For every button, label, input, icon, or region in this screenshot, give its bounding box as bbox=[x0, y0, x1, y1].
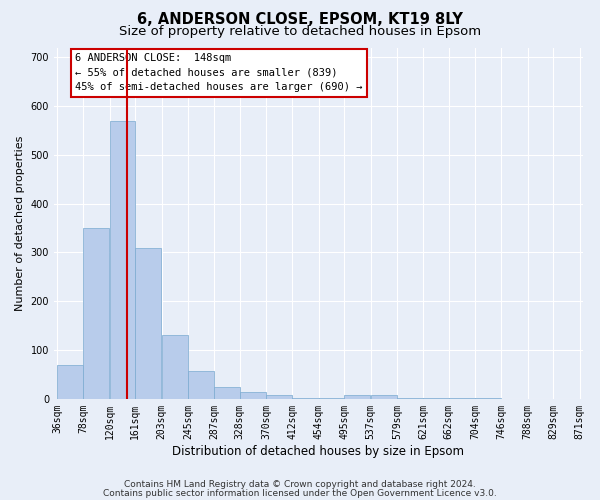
Text: Contains public sector information licensed under the Open Government Licence v3: Contains public sector information licen… bbox=[103, 488, 497, 498]
Bar bbox=[344, 396, 370, 399]
Bar bbox=[161, 336, 188, 399]
Text: 6, ANDERSON CLOSE, EPSOM, KT19 8LY: 6, ANDERSON CLOSE, EPSOM, KT19 8LY bbox=[137, 12, 463, 28]
Bar bbox=[83, 228, 109, 399]
Bar bbox=[240, 392, 266, 399]
Text: Contains HM Land Registry data © Crown copyright and database right 2024.: Contains HM Land Registry data © Crown c… bbox=[124, 480, 476, 489]
Bar bbox=[397, 398, 423, 399]
Y-axis label: Number of detached properties: Number of detached properties bbox=[15, 136, 25, 311]
X-axis label: Distribution of detached houses by size in Epsom: Distribution of detached houses by size … bbox=[172, 444, 464, 458]
Bar bbox=[292, 398, 319, 399]
Bar bbox=[110, 120, 135, 399]
Bar bbox=[136, 248, 161, 399]
Bar bbox=[371, 395, 397, 399]
Text: Size of property relative to detached houses in Epsom: Size of property relative to detached ho… bbox=[119, 25, 481, 38]
Bar bbox=[57, 364, 83, 399]
Text: 6 ANDERSON CLOSE:  148sqm
← 55% of detached houses are smaller (839)
45% of semi: 6 ANDERSON CLOSE: 148sqm ← 55% of detach… bbox=[75, 53, 362, 92]
Bar bbox=[188, 371, 214, 399]
Bar bbox=[214, 386, 239, 399]
Bar bbox=[266, 395, 292, 399]
